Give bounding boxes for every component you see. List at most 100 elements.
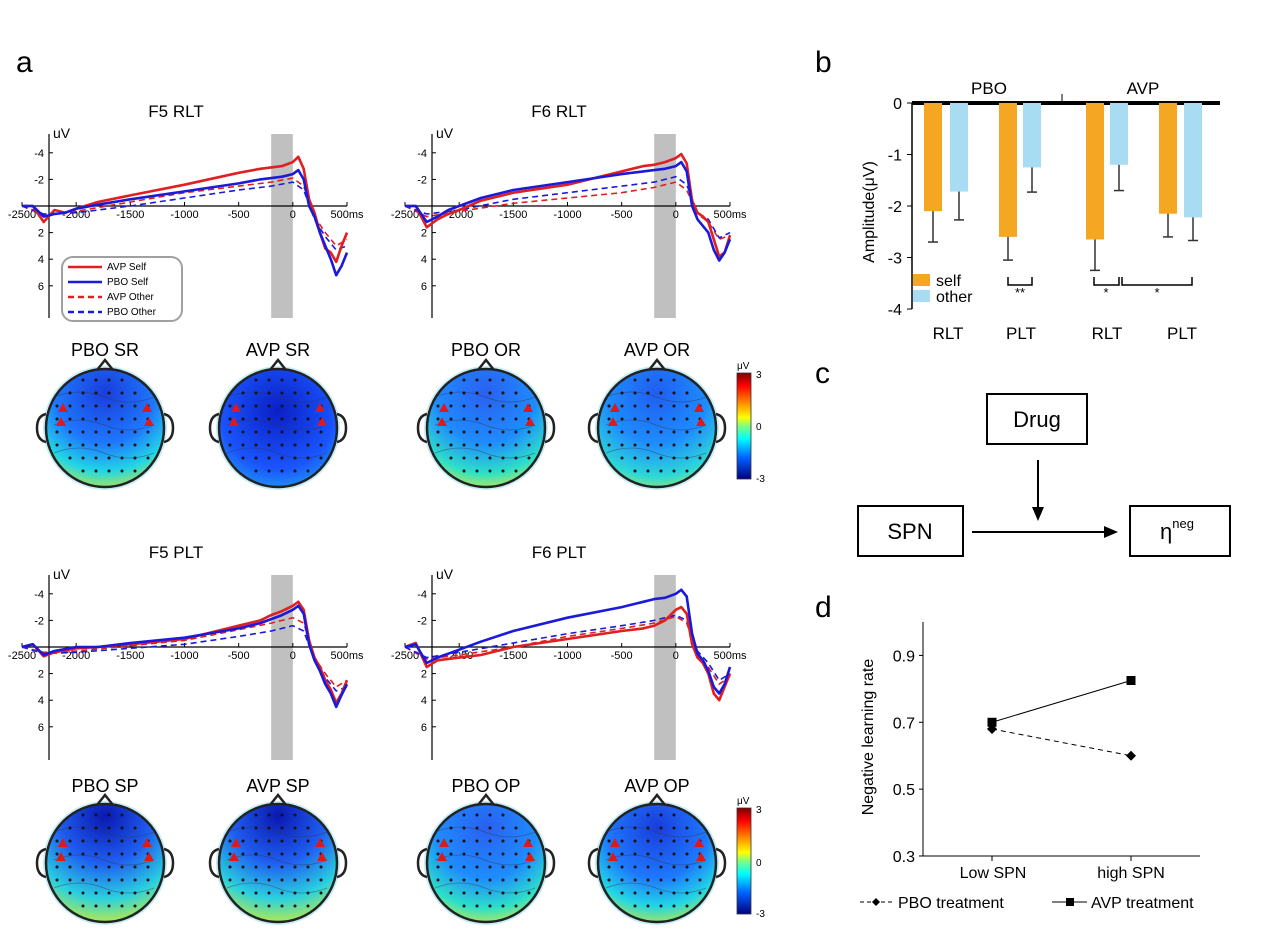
electrode-dot [659,391,663,395]
x-tick-label: -500 [611,209,633,221]
electrode-dot [607,839,611,843]
electrode-dot [501,865,505,869]
colorbar-bottom: μV 3 0 -3 [736,796,765,920]
contour-line [53,419,155,431]
x-tick-label: 500ms [330,650,364,662]
y-tick-label: -2 [34,615,44,627]
electrode-dot [672,378,676,382]
series-pbo-other [404,614,731,682]
series-pbo-self [404,588,732,695]
electrode-dot [501,469,505,473]
electrode-dot [475,391,479,395]
electrode-dot [633,878,637,882]
electrode-dot [81,891,85,895]
electrode-dot [633,826,637,830]
electrode-dot [241,443,245,447]
y-tick-label: 2 [421,228,427,240]
electrode-dot [659,852,663,856]
electrode-dot [685,404,689,408]
electrode-dot [527,878,531,882]
electrode-dot [133,826,137,830]
electrode-dot [254,469,258,473]
electrode-dot [646,456,650,460]
electrode-dot [672,469,676,473]
electrode-dot [120,826,124,830]
electrode-dot [436,852,440,856]
electrode-dot [633,891,637,895]
y-tick-label: -4 [888,302,902,319]
electrode-dot [514,443,518,447]
electrode-dot [607,865,611,869]
scalp-map [596,367,718,489]
electrode-dot [475,852,479,856]
electrode-dot [501,430,505,434]
electrode-dot [514,417,518,421]
electrode-dot [107,826,111,830]
y-tick-label: -2 [417,174,427,186]
electrode-dot [133,469,137,473]
electrode-dot [514,852,518,856]
bar-other [1023,103,1041,168]
x-tick-label: RLT [933,324,964,343]
y-tick-label: 0.7 [893,715,915,732]
electrode-dot [449,443,453,447]
x-tick-label: -1500 [116,650,144,662]
electrode-dot [293,456,297,460]
y-tick-label: 4 [421,254,427,266]
electrode-dot [267,826,271,830]
electrode-dot [55,430,59,434]
electrode-dot [646,813,650,817]
electrode-marker-triangle [608,852,618,861]
drug-label: Drug [1013,407,1061,432]
legend-swatch-other [913,290,930,302]
x-tick-label: -1000 [553,650,581,662]
electrode-dot [133,391,137,395]
electrode-dot [672,430,676,434]
electrode-dot [254,378,258,382]
electrode-dot [462,852,466,856]
electrode-dot [293,391,297,395]
electrode-dot [501,839,505,843]
electrode-dot [646,839,650,843]
electrode-dot [94,430,98,434]
electrode-dot [267,813,271,817]
electrode-dot [241,852,245,856]
topo-map-avp-or [587,357,727,490]
electrode-dot [633,469,637,473]
right-ear-icon [163,847,175,879]
colorbar-min: -3 [756,474,765,485]
electrode-dot [698,443,702,447]
series-pbo-other [21,181,348,251]
electrode-dot [293,378,297,382]
electrode-dot [672,404,676,408]
electrode-dot [306,391,310,395]
electrode-dot [94,391,98,395]
electrode-dot [68,891,72,895]
electrode-dot [633,443,637,447]
electrode-dot [620,430,624,434]
electrode-dot [659,878,663,882]
left-ear-icon [416,412,428,444]
topo-map-pbo-sr [35,357,175,490]
electrode-dot [267,430,271,434]
electrode-dot [514,456,518,460]
electrode-dot [267,865,271,869]
legend-label: AVP Other [107,292,155,303]
electrode-dot [646,417,650,421]
electrode-dot [462,891,466,895]
electrode-dot [120,891,124,895]
electrode-marker-triangle [315,838,325,847]
series-avp-self [405,152,732,258]
electrode-dot [475,891,479,895]
electrode-dot [55,404,59,408]
shaded-window [654,575,676,760]
electrode-dot [685,865,689,869]
nose-icon [269,792,287,806]
electrode-dot [254,404,258,408]
bar-self [1086,103,1104,240]
electrode-dot [280,904,284,908]
electrode-dot [267,378,271,382]
electrode-dot [475,456,479,460]
electrode-dot [620,391,624,395]
contour-line [605,882,707,894]
